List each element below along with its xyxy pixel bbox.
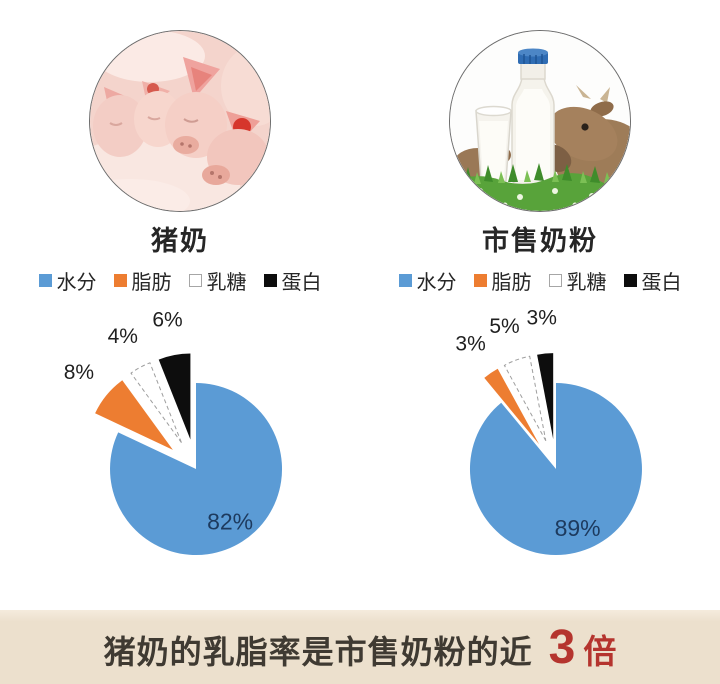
legend-marker-蛋白 <box>263 274 277 287</box>
milk-powder-panel: 市售奶粉 水分 脂肪 乳糖 蛋白 89% 3% 5% 3% <box>360 0 720 610</box>
legend-label-水分: 水分 <box>416 272 457 294</box>
pie-slice-乳糖 <box>503 355 547 442</box>
legend-marker-脂肪 <box>113 274 127 287</box>
pie-value-label-脂肪: 8% <box>64 361 94 384</box>
pie-svg: 89%3%5% 3% <box>455 307 642 555</box>
legend-marker-水分 <box>398 274 412 287</box>
legend-label-乳糖: 乳糖 <box>206 272 247 294</box>
conclusion-number: 3 <box>548 620 576 674</box>
pie-slice-蛋白 <box>158 353 191 440</box>
pie-value-label-乳糖: 5% <box>489 315 519 338</box>
legend-item-水分: 水分 <box>38 266 97 295</box>
legend-marker-水分 <box>38 274 52 287</box>
pie-slice-脂肪 <box>95 380 173 450</box>
legend-item-脂肪: 脂肪 <box>113 266 172 295</box>
legend-label-水分: 水分 <box>56 272 97 294</box>
legend-item-水分: 水分 <box>398 266 457 295</box>
chart-columns: 猪奶 水分 脂肪 乳糖 蛋白 82% 8% 4% 6% <box>0 0 720 610</box>
legend-pig-milk: 水分 脂肪 乳糖 蛋白 <box>38 266 322 295</box>
legend-item-脂肪: 脂肪 <box>473 266 532 295</box>
milk-cow-photo <box>449 30 631 212</box>
legend-marker-蛋白 <box>623 274 637 287</box>
pie-value-label-乳糖: 4% <box>108 325 138 348</box>
chart-title-milk-powder: 市售奶粉 <box>482 226 598 256</box>
legend-item-乳糖: 乳糖 <box>188 266 247 295</box>
pig-milk-panel: 猪奶 水分 脂肪 乳糖 蛋白 82% 8% 4% 6% <box>0 0 360 610</box>
pie-value-label-脂肪: 3% <box>455 332 485 355</box>
legend-item-蛋白: 蛋白 <box>263 266 322 295</box>
pie-slice-乳糖 <box>130 362 182 443</box>
legend-marker-脂肪 <box>473 274 487 287</box>
pie-value-label-水分: 82% <box>207 509 253 535</box>
piglets-illustration <box>90 31 270 211</box>
legend-marker-乳糖 <box>188 274 202 287</box>
chart-title-pig-milk: 猪奶 <box>151 226 209 256</box>
legend-label-蛋白: 蛋白 <box>641 272 682 294</box>
milk-cow-illustration <box>450 31 630 211</box>
legend-label-蛋白: 蛋白 <box>281 272 322 294</box>
pie-value-label-蛋白: 6% <box>152 309 182 332</box>
legend-label-乳糖: 乳糖 <box>566 272 607 294</box>
conclusion-unit: 倍 <box>583 632 617 670</box>
legend-item-乳糖: 乳糖 <box>548 266 607 295</box>
conclusion-text: 猪奶的乳脂率是市售奶粉的近 3 倍 <box>104 620 617 675</box>
pie-value-label-水分: 89% <box>555 515 601 541</box>
pie-slice-蛋白 <box>537 353 554 440</box>
legend-item-蛋白: 蛋白 <box>623 266 682 295</box>
conclusion-prefix: 猪奶的乳脂率是市售奶粉的近 <box>103 633 533 670</box>
legend-marker-乳糖 <box>548 274 562 287</box>
pie-value-label-蛋白: 3% <box>527 307 557 330</box>
pie-svg: 82% 8% 4% 6% <box>64 309 283 555</box>
legend-label-脂肪: 脂肪 <box>491 272 532 294</box>
legend-milk-powder: 水分 脂肪 乳糖 蛋白 <box>398 266 682 295</box>
legend-label-脂肪: 脂肪 <box>131 272 172 294</box>
pie-chart-milk-powder: 89% 3% 5% 3% <box>406 297 706 597</box>
pie-slice-水分 <box>469 383 642 555</box>
pie-slice-水分 <box>110 383 283 555</box>
pie-chart-pig-milk: 82% 8% 4% 6% <box>46 297 346 597</box>
piglets-photo <box>89 30 271 212</box>
pie-slice-脂肪 <box>484 368 540 445</box>
conclusion-banner: 猪奶的乳脂率是市售奶粉的近 3 倍 <box>0 610 720 684</box>
